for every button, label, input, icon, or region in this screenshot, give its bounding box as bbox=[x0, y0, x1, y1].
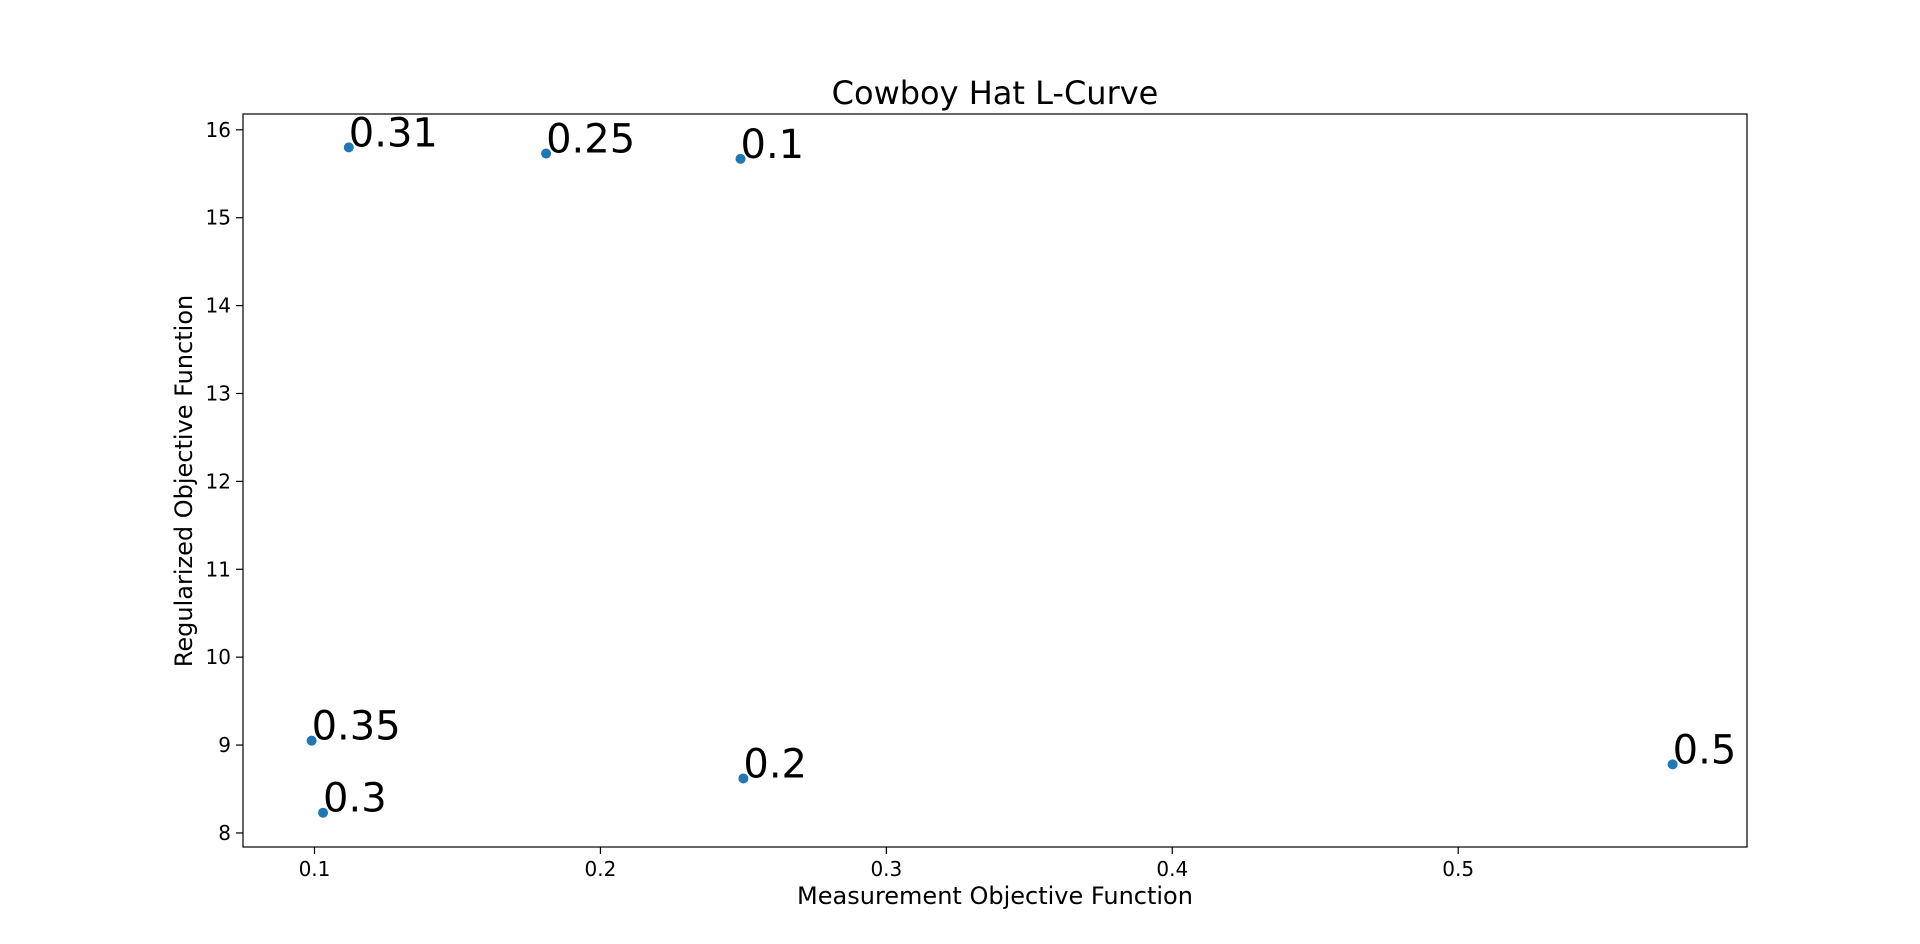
data-point-label: 0.25 bbox=[546, 117, 635, 163]
data-point-label: 0.5 bbox=[1673, 727, 1737, 773]
x-tick-label: 0.3 bbox=[870, 857, 902, 881]
data-point-label: 0.1 bbox=[741, 122, 805, 168]
data-point-label: 0.35 bbox=[312, 704, 401, 750]
x-tick-label: 0.2 bbox=[585, 857, 617, 881]
plot-area-frame bbox=[242, 113, 1748, 848]
y-tick-label: 15 bbox=[206, 206, 231, 230]
y-tick-label: 13 bbox=[206, 381, 231, 405]
y-tick-label: 12 bbox=[206, 469, 231, 493]
y-tick-label: 16 bbox=[206, 118, 231, 142]
data-point bbox=[343, 142, 354, 153]
data-point bbox=[1667, 759, 1678, 770]
x-axis-label: Measurement Objective Function bbox=[797, 882, 1193, 910]
data-point-label: 0.3 bbox=[323, 776, 387, 822]
data-point-label: 0.2 bbox=[743, 741, 807, 787]
x-tick-label: 0.4 bbox=[1156, 857, 1188, 881]
data-point-label: 0.31 bbox=[349, 110, 438, 156]
x-tick-label: 0.5 bbox=[1442, 857, 1474, 881]
data-point bbox=[735, 153, 746, 164]
y-axis-label: Regularized Objective Function bbox=[170, 295, 198, 667]
y-tick-label: 11 bbox=[206, 557, 231, 581]
data-point bbox=[318, 807, 329, 818]
y-tick-label: 8 bbox=[218, 821, 231, 845]
y-tick-label: 9 bbox=[218, 733, 231, 757]
y-tick-label: 10 bbox=[206, 645, 231, 669]
data-points: 0.31 0.25 0.1 0.35 0.3 0.2 0.5 bbox=[306, 110, 1737, 822]
data-point bbox=[738, 773, 749, 784]
data-point bbox=[306, 735, 317, 746]
y-tick-label: 14 bbox=[206, 294, 231, 318]
y-axis-ticks: 8 9 10 11 12 13 14 15 16 bbox=[206, 118, 243, 845]
x-axis-ticks: 0.1 0.2 0.3 0.4 0.5 bbox=[299, 847, 1474, 881]
x-tick-label: 0.1 bbox=[299, 857, 331, 881]
chart-title: Cowboy Hat L-Curve bbox=[832, 74, 1159, 112]
data-point bbox=[541, 148, 552, 159]
